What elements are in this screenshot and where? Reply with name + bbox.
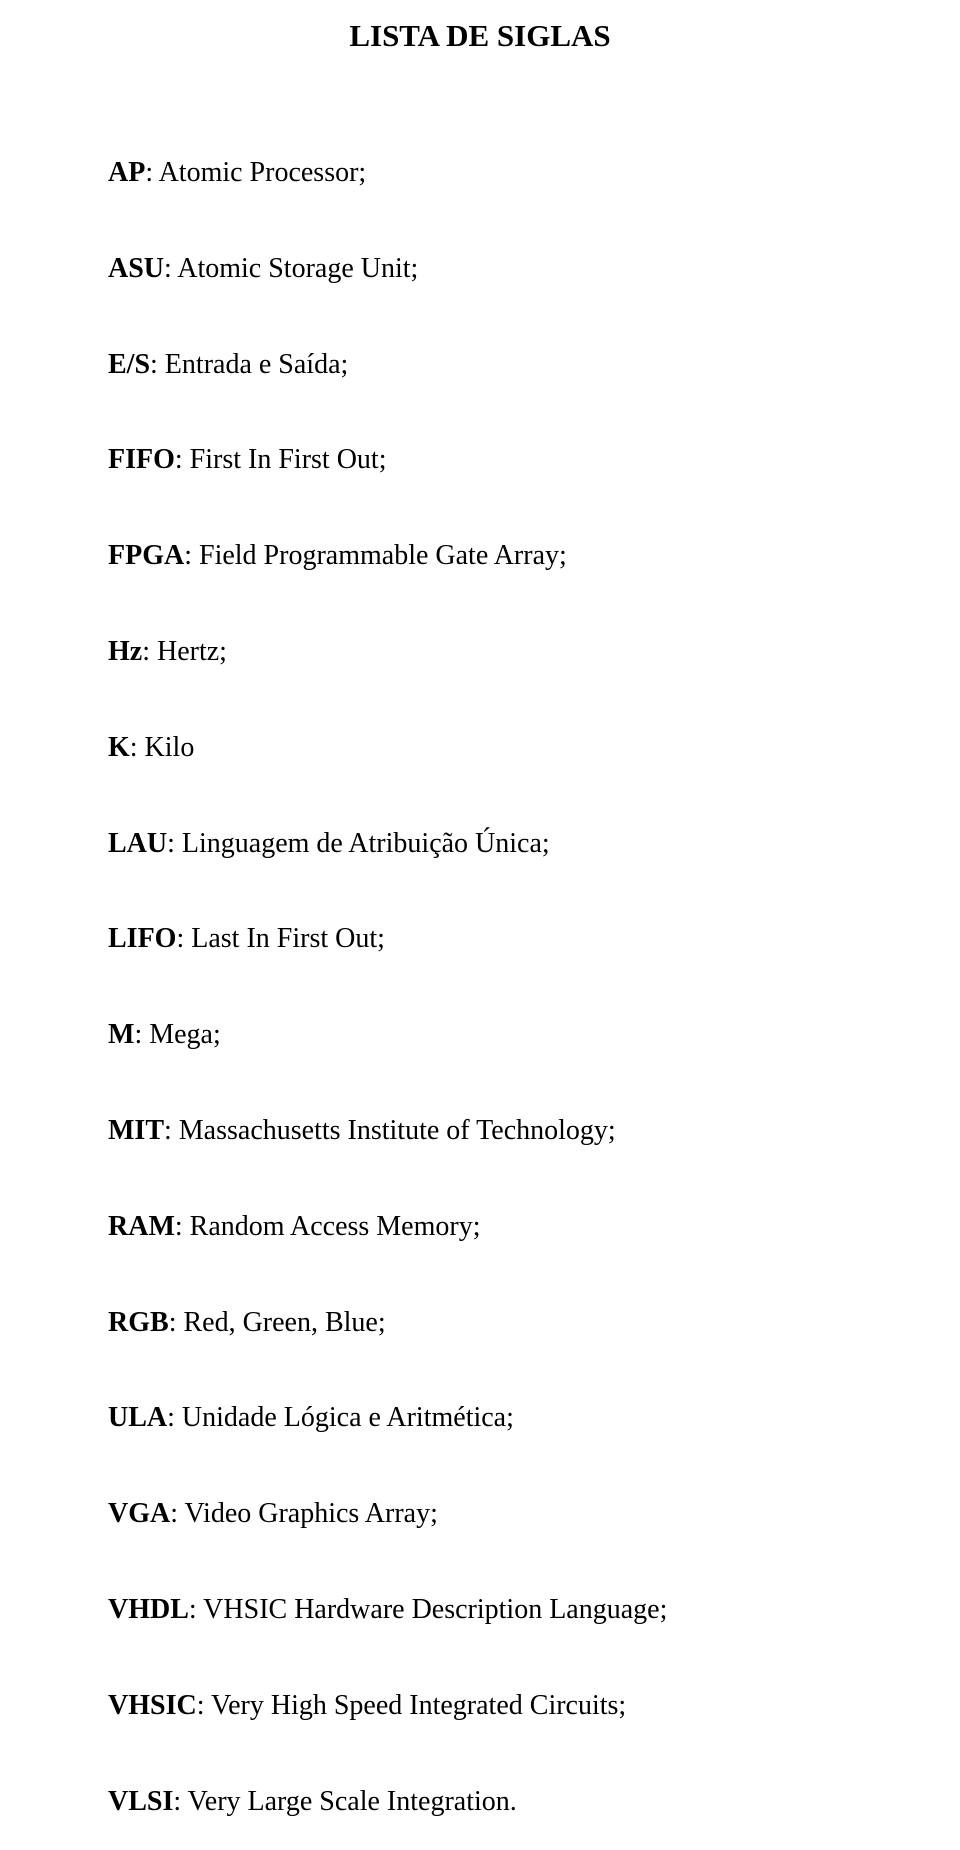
entry-abbr: VHSIC — [108, 1690, 197, 1721]
entry-abbr: MIT — [108, 1115, 164, 1146]
entry-abbr: Hz — [108, 636, 142, 667]
entry-item: VHDL: VHSIC Hardware Description Languag… — [108, 1591, 852, 1629]
entry-definition: : Random Access Memory; — [175, 1211, 481, 1242]
entry-definition: : First In First Out; — [175, 444, 387, 475]
entry-item: Hz: Hertz; — [108, 633, 852, 671]
entry-definition: : Hertz; — [142, 636, 227, 667]
entry-abbr: E/S — [108, 349, 150, 380]
entry-definition: : VHSIC Hardware Description Language; — [189, 1594, 667, 1625]
entry-abbr: VGA — [108, 1498, 170, 1529]
entry-definition: : Mega; — [134, 1019, 220, 1050]
entry-item: LAU: Linguagem de Atribuição Única; — [108, 825, 852, 863]
entry-definition: : Very Large Scale Integration. — [173, 1786, 516, 1817]
entry-item: LIFO: Last In First Out; — [108, 920, 852, 958]
entry-item: K: Kilo — [108, 729, 852, 767]
entry-item: AP: Atomic Processor; — [108, 154, 852, 192]
entries-list: AP: Atomic Processor; ASU: Atomic Storage… — [108, 154, 852, 1820]
entry-item: M: Mega; — [108, 1016, 852, 1054]
entry-definition: : Field Programmable Gate Array; — [184, 540, 567, 571]
entry-abbr: FPGA — [108, 540, 184, 571]
entry-item: ASU: Atomic Storage Unit; — [108, 250, 852, 288]
entry-item: E/S: Entrada e Saída; — [108, 346, 852, 384]
entry-definition: : Atomic Processor; — [145, 157, 366, 188]
entry-item: MIT: Massachusetts Institute of Technolo… — [108, 1112, 852, 1150]
entry-definition: : Linguagem de Atribuição Única; — [167, 828, 550, 859]
entry-item: VHSIC: Very High Speed Integrated Circui… — [108, 1687, 852, 1725]
entry-item: VGA: Video Graphics Array; — [108, 1495, 852, 1533]
entry-abbr: ASU — [108, 253, 164, 284]
entry-definition: : Atomic Storage Unit; — [164, 253, 418, 284]
entry-definition: : Very High Speed Integrated Circuits; — [197, 1690, 627, 1721]
entry-abbr: LIFO — [108, 923, 176, 954]
entry-abbr: M — [108, 1019, 134, 1050]
entry-abbr: RAM — [108, 1211, 175, 1242]
entry-abbr: FIFO — [108, 444, 175, 475]
entry-abbr: RGB — [108, 1307, 169, 1338]
entry-abbr: LAU — [108, 828, 167, 859]
entry-item: ULA: Unidade Lógica e Aritmética; — [108, 1399, 852, 1437]
entry-definition: : Video Graphics Array; — [170, 1498, 438, 1529]
entry-definition: : Kilo — [130, 732, 195, 763]
entry-definition: : Last In First Out; — [176, 923, 384, 954]
entry-item: RAM: Random Access Memory; — [108, 1208, 852, 1246]
entry-item: FIFO: First In First Out; — [108, 441, 852, 479]
entry-definition: : Red, Green, Blue; — [169, 1307, 386, 1338]
entry-abbr: K — [108, 732, 130, 763]
entry-definition: : Unidade Lógica e Aritmética; — [167, 1402, 514, 1433]
entry-definition: : Entrada e Saída; — [150, 349, 348, 380]
entry-item: VLSI: Very Large Scale Integration. — [108, 1783, 852, 1821]
entry-definition: : Massachusetts Institute of Technology; — [164, 1115, 616, 1146]
entry-abbr: ULA — [108, 1402, 167, 1433]
entry-abbr: AP — [108, 157, 145, 188]
entry-item: RGB: Red, Green, Blue; — [108, 1304, 852, 1342]
page-title: LISTA DE SIGLAS — [108, 18, 852, 54]
entry-item: FPGA: Field Programmable Gate Array; — [108, 537, 852, 575]
entry-abbr: VHDL — [108, 1594, 189, 1625]
entry-abbr: VLSI — [108, 1786, 173, 1817]
